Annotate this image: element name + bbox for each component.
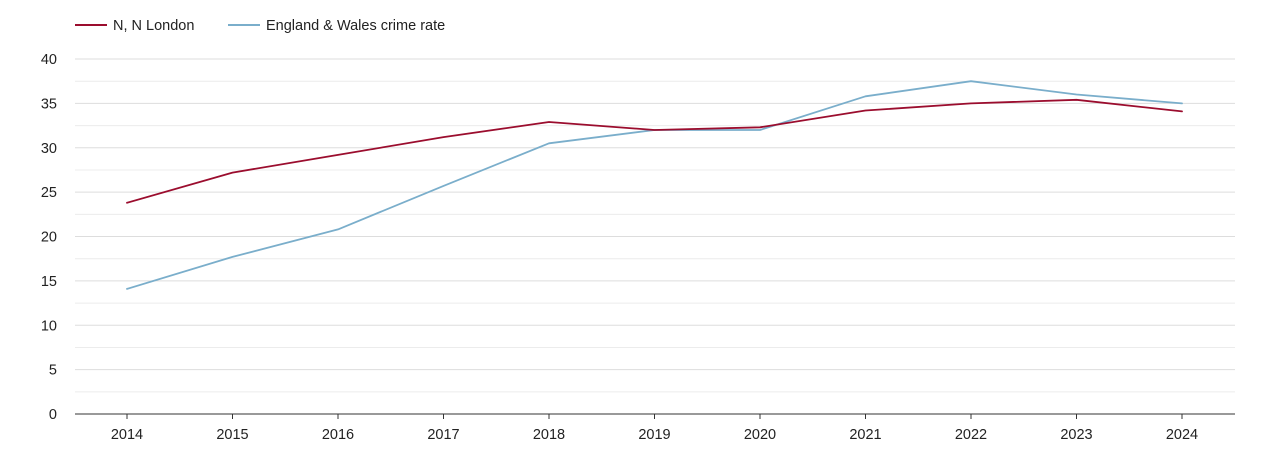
x-tick-label: 2014 xyxy=(111,427,143,443)
x-tick-label: 2017 xyxy=(427,427,459,443)
series-line-1 xyxy=(126,98,1183,204)
x-tick-label: 2024 xyxy=(1166,427,1198,443)
x-tick-label: 2021 xyxy=(849,427,881,443)
x-tick-label: 2016 xyxy=(322,427,354,443)
y-tick-label: 15 xyxy=(41,274,57,290)
chart-series xyxy=(126,80,1183,290)
x-axis: 2014 2015 2016 2017 2018 2019 2020 2021 2022 2023… xyxy=(75,413,1235,443)
x-tick-label: 2023 xyxy=(1060,427,1092,443)
legend-label: N, N London xyxy=(113,18,194,34)
x-tick-label: 2015 xyxy=(216,427,248,443)
y-tick-label: 30 xyxy=(41,141,57,157)
y-tick-label: 25 xyxy=(41,185,57,201)
y-tick-label: 20 xyxy=(41,230,57,246)
chart-legend: N, N London England & Wales crime rate xyxy=(75,18,445,34)
y-tick-label: 10 xyxy=(41,318,57,334)
y-tick-label: 35 xyxy=(41,96,57,112)
x-tick-label: 2018 xyxy=(533,427,565,443)
y-axis: 0 5 10 15 20 25 30 35 40 xyxy=(41,52,57,423)
series-line-2 xyxy=(126,80,1183,290)
x-tick-label: 2020 xyxy=(744,427,776,443)
y-tick-label: 0 xyxy=(49,407,57,423)
y-tick-label: 5 xyxy=(49,363,57,379)
y-tick-label: 40 xyxy=(41,52,57,68)
x-tick-label: 2019 xyxy=(638,427,670,443)
x-tick-label: 2022 xyxy=(955,427,987,443)
legend-label: England & Wales crime rate xyxy=(266,18,445,34)
chart-gridlines xyxy=(75,58,1235,393)
